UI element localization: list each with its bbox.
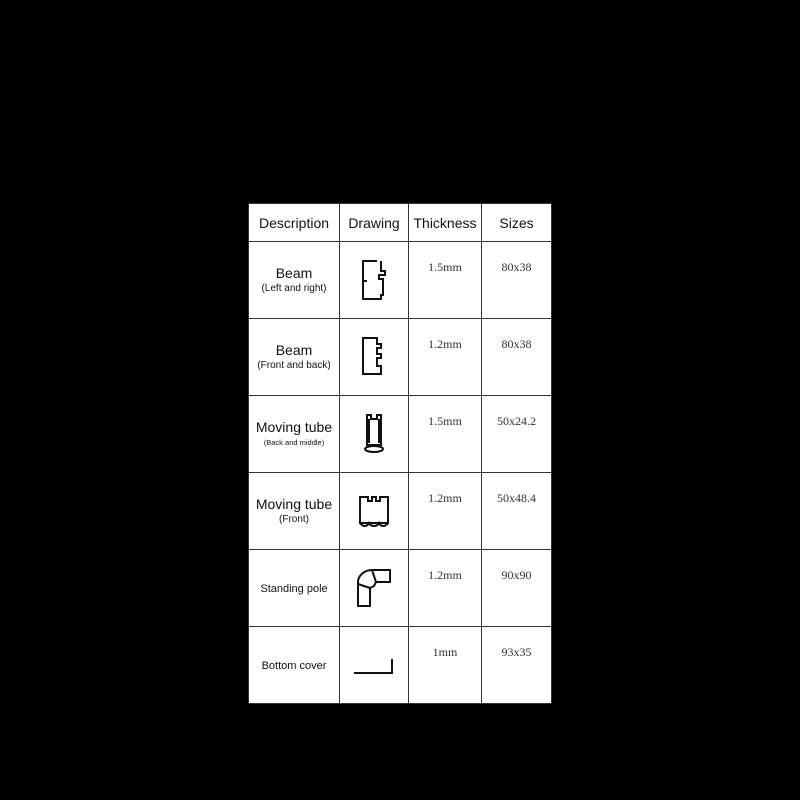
beam-left-right-profile-icon bbox=[362, 260, 386, 300]
drawing-cell bbox=[339, 626, 409, 704]
thickness-cell: 1.5mm bbox=[408, 395, 482, 473]
moving-tube-back-profile-icon bbox=[364, 414, 384, 453]
size-cell: 80x38 bbox=[481, 241, 552, 319]
description-cell: Moving tube (Back and middle) bbox=[248, 395, 340, 473]
drawing-cell bbox=[339, 318, 409, 396]
part-name: Moving tube bbox=[255, 418, 333, 435]
header-drawing: Drawing bbox=[339, 203, 409, 242]
description-cell: Moving tube (Front) bbox=[248, 472, 340, 550]
part-name: Beam bbox=[275, 341, 313, 358]
beam-front-back-profile-icon bbox=[362, 337, 382, 375]
header-sizes: Sizes bbox=[481, 203, 552, 242]
header-row: Description Drawing Thickness Sizes bbox=[248, 203, 552, 242]
drawing-cell bbox=[339, 549, 409, 627]
thickness-cell: 1.2mm bbox=[408, 472, 482, 550]
table-row: Beam (Left and right) 1.5mm 80x38 bbox=[248, 241, 552, 319]
part-subtitle: (Front) bbox=[279, 513, 309, 525]
bottom-cover-profile-icon bbox=[354, 659, 393, 674]
table-row: Beam (Front and back) 1.2mm 80x38 bbox=[248, 318, 552, 396]
thickness-cell: 1.5mm bbox=[408, 241, 482, 319]
table-row: Moving tube (Front) 1.2mm 50x48.4 bbox=[248, 472, 552, 550]
header-description: Description bbox=[248, 203, 340, 242]
size-cell: 50x24.2 bbox=[481, 395, 552, 473]
part-name: Beam bbox=[275, 264, 313, 281]
size-cell: 90x90 bbox=[481, 549, 552, 627]
size-cell: 80x38 bbox=[481, 318, 552, 396]
description-cell: Standing pole bbox=[248, 549, 340, 627]
part-subtitle: (Left and right) bbox=[261, 282, 327, 294]
part-subtitle: (Front and back) bbox=[257, 359, 331, 371]
size-cell: 93x35 bbox=[481, 626, 552, 704]
part-name: Standing pole bbox=[260, 582, 328, 595]
part-name: Moving tube bbox=[255, 495, 333, 512]
part-name: Bottom cover bbox=[261, 659, 327, 672]
part-subtitle: (Back and middle) bbox=[263, 437, 325, 447]
table-row: Moving tube (Back and middle) 1.5mm 50x24… bbox=[248, 395, 552, 473]
drawing-cell bbox=[339, 472, 409, 550]
drawing-cell bbox=[339, 241, 409, 319]
thickness-cell: 1.2mm bbox=[408, 318, 482, 396]
standing-pole-profile-icon bbox=[357, 569, 391, 607]
description-cell: Beam (Front and back) bbox=[248, 318, 340, 396]
table-row: Bottom cover 1mm 93x35 bbox=[248, 626, 552, 704]
table-row: Standing pole 1.2mm 90x90 bbox=[248, 549, 552, 627]
header-thickness: Thickness bbox=[408, 203, 482, 242]
description-cell: Bottom cover bbox=[248, 626, 340, 704]
thickness-cell: 1.2mm bbox=[408, 549, 482, 627]
description-cell: Beam (Left and right) bbox=[248, 241, 340, 319]
moving-tube-front-profile-icon bbox=[359, 496, 389, 527]
size-cell: 50x48.4 bbox=[481, 472, 552, 550]
drawing-cell bbox=[339, 395, 409, 473]
thickness-cell: 1mm bbox=[408, 626, 482, 704]
specification-table: Description Drawing Thickness Sizes Beam… bbox=[248, 203, 552, 704]
